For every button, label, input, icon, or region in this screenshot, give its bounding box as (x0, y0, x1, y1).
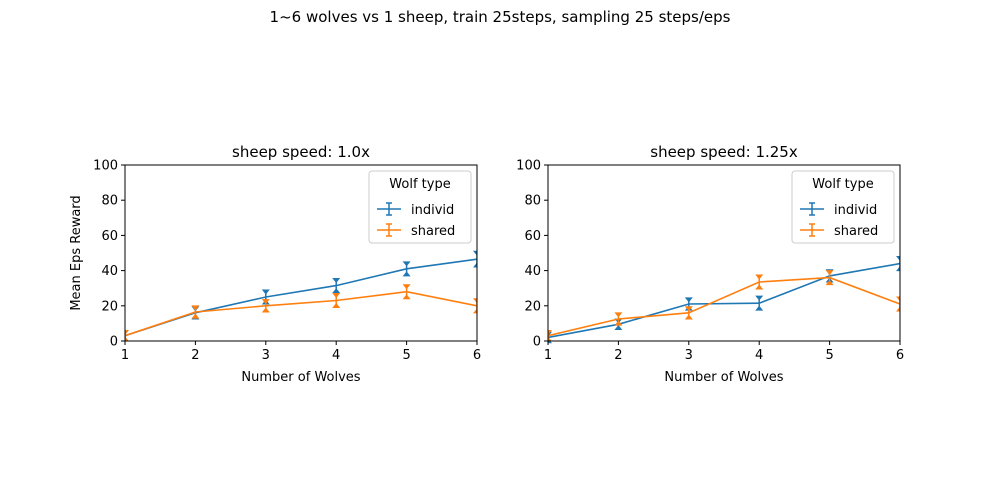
chart-title: sheep speed: 1.25x (650, 143, 798, 161)
error-cap-bottom-shared (614, 320, 623, 326)
y-tick-label: 40 (101, 264, 118, 279)
error-cap-bottom-shared (825, 280, 834, 286)
x-tick-label: 6 (473, 348, 481, 363)
error-cap-bottom-shared (332, 303, 341, 309)
series-line-individ (548, 262, 900, 339)
legend-title: Wolf type (812, 177, 873, 192)
x-tick-label: 5 (402, 348, 410, 363)
error-cap-bottom-shared (548, 336, 552, 342)
error-cap-bottom-shared (684, 314, 693, 320)
legend-box (791, 170, 895, 244)
legend-title: Wolf type (389, 177, 450, 192)
error-cap-bottom-individ (402, 271, 411, 277)
error-cap-bottom-shared (191, 313, 200, 319)
error-cap-top-shared (684, 306, 693, 312)
x-tick-label: 1 (121, 348, 129, 363)
x-tick-label: 3 (262, 348, 270, 363)
error-cap-top-individ (473, 250, 477, 256)
legend-box (368, 170, 472, 244)
y-axis-label: Mean Eps Reward (69, 195, 84, 310)
legend-label-shared: shared (411, 224, 455, 239)
plot-frame (547, 164, 901, 342)
chart-title: sheep speed: 1.0x (232, 143, 370, 161)
error-cap-top-individ (684, 297, 693, 303)
y-tick-label: 0 (533, 335, 541, 350)
series-shared (548, 270, 900, 342)
x-tick-label: 1 (544, 348, 552, 363)
x-tick-label: 4 (755, 348, 763, 363)
error-cap-top-shared (825, 270, 834, 276)
error-cap-bottom-shared (755, 284, 764, 290)
x-tick-label: 6 (896, 348, 904, 363)
y-tick-label: 20 (101, 299, 118, 314)
error-cap-top-shared (261, 299, 270, 305)
error-cap-bottom-shared (261, 307, 270, 313)
y-tick-label: 0 (110, 335, 118, 350)
error-cap-top-shared (332, 293, 341, 298)
series-line-shared (125, 290, 477, 337)
error-cap-bottom-individ (473, 262, 477, 268)
y-tick-label: 100 (516, 159, 541, 174)
y-tick-label: 80 (101, 194, 118, 209)
x-tick-label: 2 (191, 348, 199, 363)
error-cap-top-shared (402, 284, 411, 290)
legend-label-shared: shared (834, 224, 878, 239)
legend-label-individ: individ (411, 203, 454, 218)
error-cap-bottom-shared (402, 294, 411, 300)
error-cap-top-shared (125, 329, 129, 335)
x-tick-label: 3 (685, 348, 693, 363)
legend-label-individ: individ (834, 203, 877, 218)
error-cap-top-individ (755, 295, 764, 301)
error-cap-top-individ (261, 289, 270, 295)
x-tick-label: 2 (614, 348, 622, 363)
x-tick-label: 4 (332, 348, 340, 363)
x-tick-label: 5 (825, 348, 833, 363)
y-tick-label: 20 (524, 299, 541, 314)
plot-frame (124, 164, 478, 342)
error-cap-bottom-individ (896, 266, 900, 272)
y-tick-label: 60 (524, 229, 541, 244)
error-cap-top-individ (896, 256, 900, 262)
series-shared (125, 284, 477, 342)
y-tick-label: 80 (524, 194, 541, 209)
error-cap-top-shared (548, 329, 552, 335)
y-tick-label: 40 (524, 264, 541, 279)
legend: Wolf type individ shared (791, 170, 895, 244)
error-cap-top-shared (473, 298, 477, 304)
x-axis-label: Number of Wolves (664, 370, 783, 385)
error-cap-top-individ (332, 278, 341, 284)
figure-suptitle: 1~6 wolves vs 1 sheep, train 25steps, sa… (270, 8, 731, 26)
series-line-shared (548, 276, 900, 337)
error-cap-bottom-shared (473, 308, 477, 314)
error-cap-bottom-individ (755, 305, 764, 311)
error-cap-top-shared (755, 274, 764, 280)
error-cap-top-shared (614, 312, 623, 318)
y-tick-label: 60 (101, 229, 118, 244)
error-cap-top-shared (191, 305, 200, 311)
y-tick-label: 100 (93, 159, 118, 174)
error-cap-bottom-individ (332, 288, 341, 294)
error-cap-bottom-shared (125, 336, 129, 342)
error-cap-bottom-shared (896, 306, 900, 312)
error-cap-top-shared (896, 296, 900, 302)
error-cap-top-individ (402, 261, 411, 267)
error-cap-bottom-individ (614, 325, 623, 331)
x-axis-label: Number of Wolves (241, 370, 360, 385)
legend: Wolf type individ shared (368, 170, 472, 244)
